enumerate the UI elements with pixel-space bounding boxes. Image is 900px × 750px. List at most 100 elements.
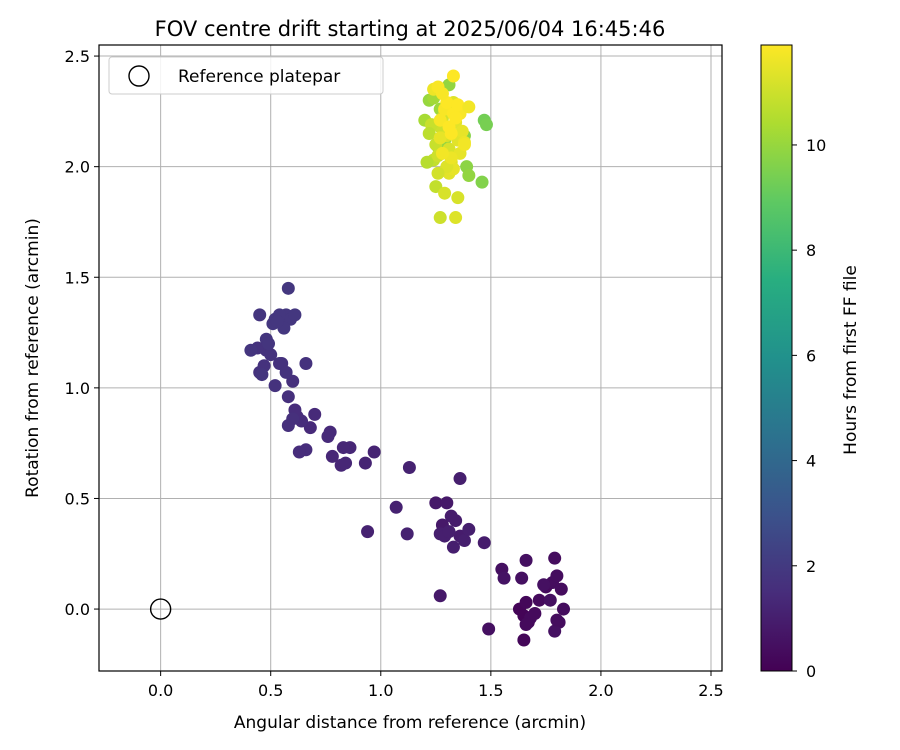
data-point	[433, 113, 447, 127]
colorbar-tick-label: 2	[806, 557, 816, 576]
data-point	[429, 496, 443, 510]
data-point	[462, 100, 476, 114]
plot-area: 0.0 0.5 1.0 1.5 2.0 2.5 0.0 0.5 1.0 1.5 2.0 2.5	[65, 44, 724, 700]
data-point	[440, 496, 454, 510]
data-point	[550, 613, 564, 627]
legend-label-reference: Reference platepar	[178, 67, 340, 87]
data-point	[367, 445, 381, 459]
data-point	[288, 308, 302, 322]
colorbar: 0 2 4 6 8 10 Hours from first FF file	[760, 44, 861, 681]
data-point	[323, 425, 337, 439]
y-tick-label: 2.5	[65, 47, 90, 66]
data-point	[299, 357, 313, 371]
data-point	[308, 407, 322, 421]
reference-platepar-marker	[149, 598, 172, 620]
data-point	[451, 191, 465, 205]
data-point	[449, 211, 463, 225]
data-point	[400, 527, 414, 541]
y-tick-label: 1.5	[65, 268, 90, 287]
data-point	[548, 624, 562, 638]
y-tick-label: 2.0	[65, 158, 90, 177]
data-point	[264, 348, 278, 362]
legend: Reference platepar	[108, 56, 384, 95]
plot-frame	[98, 44, 723, 672]
data-point	[433, 131, 447, 145]
data-point	[543, 593, 557, 607]
data-point	[477, 536, 491, 550]
x-tick-label: 1.0	[368, 681, 393, 700]
data-point	[519, 618, 533, 632]
data-point	[325, 449, 339, 463]
data-point	[286, 412, 300, 426]
x-tick-label: 2.0	[588, 681, 613, 700]
data-point	[279, 365, 293, 379]
data-point	[358, 456, 372, 470]
data-point	[449, 111, 463, 125]
data-point	[446, 69, 460, 83]
data-point	[255, 368, 269, 382]
legend-box	[108, 56, 384, 95]
x-axis-label: Angular distance from reference (arcmin)	[234, 713, 586, 733]
data-point	[281, 281, 295, 295]
data-point	[515, 571, 529, 585]
data-point	[292, 445, 306, 459]
data-point	[422, 126, 436, 140]
data-point	[517, 633, 531, 647]
points-layer	[244, 69, 570, 647]
x-tick-label: 0.0	[148, 681, 173, 700]
tick-layer: 0.0 0.5 1.0 1.5 2.0 2.5 0.0 0.5 1.0 1.5 2.0 2.5	[65, 47, 724, 700]
colorbar-label: Hours from first FF file	[841, 265, 861, 455]
x-tick-label: 1.5	[478, 681, 503, 700]
data-point	[339, 456, 353, 470]
data-point	[550, 569, 564, 583]
colorbar-tick-label: 0	[806, 662, 816, 681]
data-point	[273, 357, 287, 371]
grid-layer	[99, 45, 722, 671]
colorbar-gradient	[760, 44, 793, 672]
data-point	[270, 315, 284, 329]
data-point	[389, 500, 403, 514]
y-tick-label: 0.0	[65, 600, 90, 619]
y-tick-label: 0.5	[65, 489, 90, 508]
data-point	[262, 337, 276, 351]
data-point	[420, 155, 434, 169]
data-point	[449, 514, 463, 528]
legend-reference-icon	[128, 65, 150, 87]
data-point	[548, 551, 562, 565]
data-point	[519, 595, 533, 609]
chart-title: FOV centre drift starting at 2025/06/04 …	[155, 17, 666, 41]
data-point	[451, 98, 465, 112]
data-point	[336, 441, 350, 455]
colorbar-ticks: 0 2 4 6 8 10	[792, 136, 826, 681]
x-tick-label: 2.5	[698, 681, 723, 700]
data-point	[444, 126, 458, 140]
data-point	[446, 540, 460, 554]
data-point	[528, 606, 542, 620]
data-point	[455, 124, 469, 138]
data-point	[532, 593, 546, 607]
data-point	[453, 472, 467, 486]
y-tick-label: 1.0	[65, 379, 90, 398]
colorbar-tick-label: 4	[806, 452, 816, 471]
data-point	[303, 421, 317, 435]
data-point	[475, 175, 489, 189]
data-point	[462, 522, 476, 536]
data-point	[462, 169, 476, 183]
data-point	[482, 622, 496, 636]
colorbar-tick-label: 8	[806, 241, 816, 260]
data-point	[253, 308, 267, 322]
data-point	[433, 211, 447, 225]
data-point	[268, 379, 282, 393]
data-point	[433, 589, 447, 603]
data-point	[554, 582, 568, 596]
data-point	[457, 138, 471, 152]
data-point	[435, 146, 449, 160]
data-point	[537, 578, 551, 592]
plot-frame-background	[99, 45, 722, 671]
data-point	[457, 533, 471, 547]
data-point	[281, 390, 295, 404]
data-point	[431, 80, 445, 94]
data-point	[556, 602, 570, 616]
data-point	[497, 571, 511, 585]
data-point	[361, 525, 375, 539]
